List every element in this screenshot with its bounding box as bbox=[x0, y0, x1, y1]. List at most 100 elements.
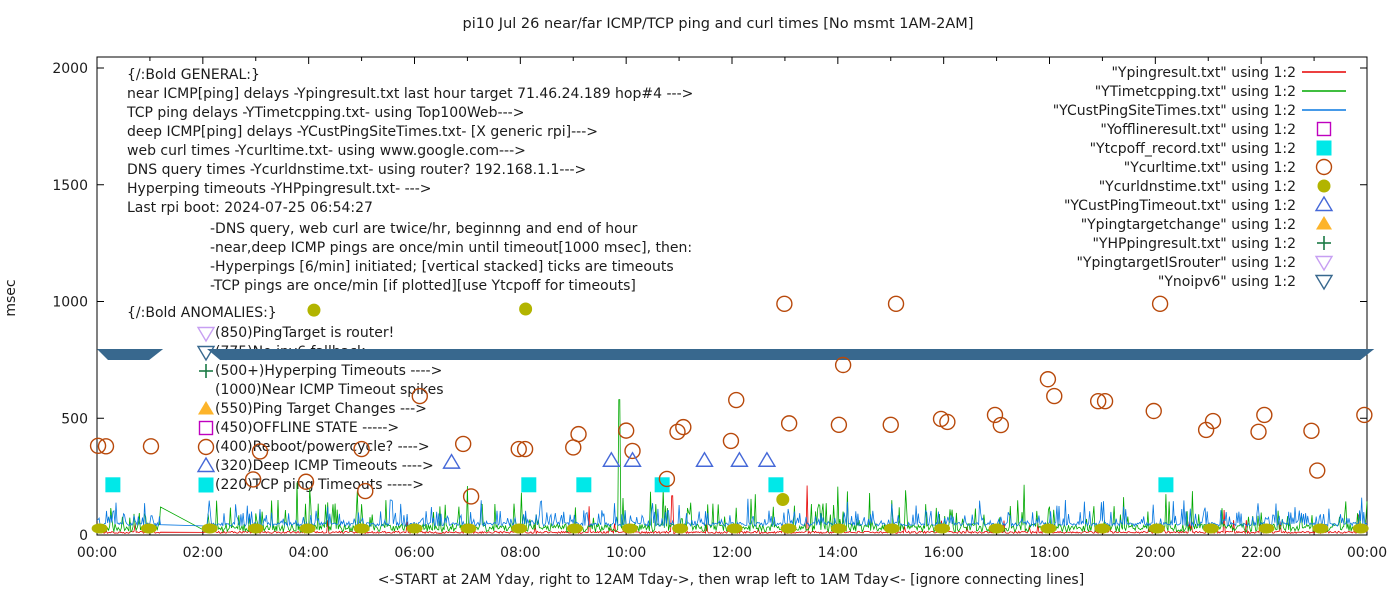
point-series bbox=[91, 302, 1369, 534]
legend-label: "YCustPingSiteTimes.txt" using 1:2 bbox=[1053, 103, 1296, 119]
open-triangle-up-icon bbox=[196, 456, 216, 473]
open-circle-icon bbox=[669, 423, 686, 440]
filled-circle-icon bbox=[830, 523, 847, 534]
filled-circle-icon bbox=[511, 523, 528, 534]
open-circle-icon bbox=[617, 422, 635, 439]
filled-circle-icon bbox=[307, 303, 321, 317]
filled-circle-icon bbox=[140, 523, 157, 534]
open-circle-icon bbox=[887, 295, 905, 313]
y-tick-label: 1000 bbox=[52, 295, 88, 311]
general-line: Last rpi boot: 2024-07-25 06:54:27 bbox=[127, 200, 373, 216]
open-circle-icon bbox=[1315, 158, 1333, 176]
open-circle-icon bbox=[297, 473, 315, 490]
filled-circle-icon bbox=[621, 523, 638, 534]
x-tick-label: 18:00 bbox=[1029, 545, 1069, 561]
filled-square-icon bbox=[521, 477, 537, 493]
open-circle-icon bbox=[1046, 387, 1063, 405]
filled-circle-icon bbox=[1258, 523, 1275, 534]
x-tick-label: 22:00 bbox=[1241, 545, 1281, 561]
filled-circle-icon bbox=[247, 523, 264, 534]
general-indented-line: -near,deep ICMP pings are once/min until… bbox=[210, 240, 692, 256]
y-tick-label: 2000 bbox=[52, 61, 88, 77]
filled-circle-icon bbox=[1148, 523, 1165, 534]
open-circle-icon bbox=[1204, 412, 1222, 430]
open-circle-icon bbox=[624, 442, 641, 460]
open-square-icon bbox=[1316, 121, 1332, 137]
filled-circle-icon bbox=[1094, 523, 1111, 534]
chart-title: pi10 Jul 26 near/far ICMP/TCP ping and c… bbox=[463, 16, 974, 32]
open-circle-icon bbox=[197, 438, 215, 456]
x-tick-label: 20:00 bbox=[1135, 545, 1175, 561]
open-circle-icon bbox=[780, 415, 798, 432]
open-circle-icon bbox=[675, 418, 692, 436]
filled-circle-icon bbox=[519, 302, 533, 316]
open-circle-icon bbox=[510, 440, 527, 458]
filled-triangle-up-icon bbox=[198, 401, 214, 415]
anomaly-line: (320)Deep ICMP Timeouts ----> bbox=[215, 458, 434, 474]
filled-circle-icon bbox=[1312, 523, 1329, 534]
open-triangle-up-icon bbox=[442, 453, 461, 469]
x-tick-label: 08:00 bbox=[500, 545, 540, 561]
open-circle-icon bbox=[462, 488, 480, 505]
x-tick-label: 06:00 bbox=[394, 545, 434, 561]
general-line: DNS query times -Ycurldnstime.txt- using… bbox=[127, 162, 586, 178]
legend-label: "YpingtargetISrouter" using 1:2 bbox=[1076, 255, 1296, 271]
legend-label: "YHPpingresult.txt" using 1:2 bbox=[1092, 236, 1296, 252]
general-header: {/:Bold GENERAL:} bbox=[127, 67, 260, 83]
filled-circle-icon bbox=[299, 523, 316, 534]
x-tick-label: 00:00 bbox=[77, 545, 117, 561]
filled-circle-icon bbox=[1040, 523, 1057, 534]
open-circle-icon bbox=[1356, 406, 1373, 424]
anomalies-header: {/:Bold ANOMALIES:} bbox=[127, 305, 277, 321]
x-tick-label: 14:00 bbox=[818, 545, 858, 561]
anomaly-line: (500+)Hyperping Timeouts ----> bbox=[215, 363, 442, 379]
filled-square-icon bbox=[768, 477, 784, 493]
anomaly-line: (550)Ping Target Changes ---> bbox=[215, 401, 427, 417]
general-indented-line: -TCP pings are once/min [if plotted][use… bbox=[210, 278, 636, 294]
filled-circle-icon bbox=[726, 523, 743, 534]
y-axis-label: msec bbox=[3, 279, 19, 316]
legend: "Ypingresult.txt" using 1:2 "YTimetcpping… bbox=[1053, 65, 1346, 291]
point-series bbox=[442, 451, 777, 469]
open-circle-icon bbox=[89, 437, 107, 455]
legend-label: "Ycurldnstime.txt" using 1:2 bbox=[1099, 179, 1296, 195]
open-circle-icon bbox=[516, 440, 534, 458]
filled-square-icon bbox=[198, 477, 214, 493]
open-circle-icon bbox=[357, 482, 374, 500]
open-circle-icon bbox=[939, 413, 956, 431]
line-series bbox=[96, 497, 1368, 528]
open-triangle-down-icon bbox=[196, 326, 216, 343]
filled-circle-icon bbox=[353, 523, 370, 534]
open-circle-icon bbox=[1089, 393, 1107, 410]
open-circle-icon bbox=[1309, 462, 1326, 479]
general-indented-line: -DNS query, web curl are twice/hr, begin… bbox=[210, 221, 638, 237]
legend-label: "YCustPingTimeout.txt" using 1:2 bbox=[1064, 198, 1296, 214]
filled-circle-icon bbox=[1317, 179, 1331, 193]
open-triangle-up-icon bbox=[1314, 195, 1334, 212]
open-circle-icon bbox=[251, 443, 269, 460]
open-triangle-up-icon bbox=[757, 451, 777, 467]
filled-circle-icon bbox=[460, 523, 477, 534]
open-circle-icon bbox=[1303, 422, 1320, 440]
legend-label: "Ynoipv6" using 1:2 bbox=[1158, 274, 1296, 290]
open-circle-icon bbox=[97, 438, 115, 455]
legend-label: "Ycurltime.txt" using 1:2 bbox=[1124, 160, 1296, 176]
filled-triangle-up-icon bbox=[1316, 216, 1332, 230]
filled-circle-icon bbox=[883, 523, 900, 534]
general-line: near ICMP[ping] delays -Ypingresult.txt … bbox=[127, 86, 693, 102]
x-tick-label: 12:00 bbox=[712, 545, 752, 561]
legend-label: "Ypingtargetchange" using 1:2 bbox=[1081, 217, 1296, 233]
general-indented-line: -Hyperpings [6/min] initiated; [vertical… bbox=[210, 259, 674, 275]
open-circle-icon bbox=[353, 440, 370, 458]
open-circle-icon bbox=[454, 435, 472, 453]
open-circle-icon bbox=[1096, 393, 1114, 410]
open-circle-icon bbox=[882, 416, 899, 433]
x-axis-label: <-START at 2AM Yday, right to 12AM Tday-… bbox=[378, 572, 1084, 588]
open-circle-icon bbox=[1039, 371, 1057, 388]
open-circle-icon bbox=[834, 356, 852, 374]
open-circle-icon bbox=[1151, 295, 1169, 313]
open-triangle-down-icon bbox=[1314, 255, 1334, 272]
filled-circle-icon bbox=[988, 523, 1005, 534]
noipv6-band-segment bbox=[97, 349, 164, 361]
